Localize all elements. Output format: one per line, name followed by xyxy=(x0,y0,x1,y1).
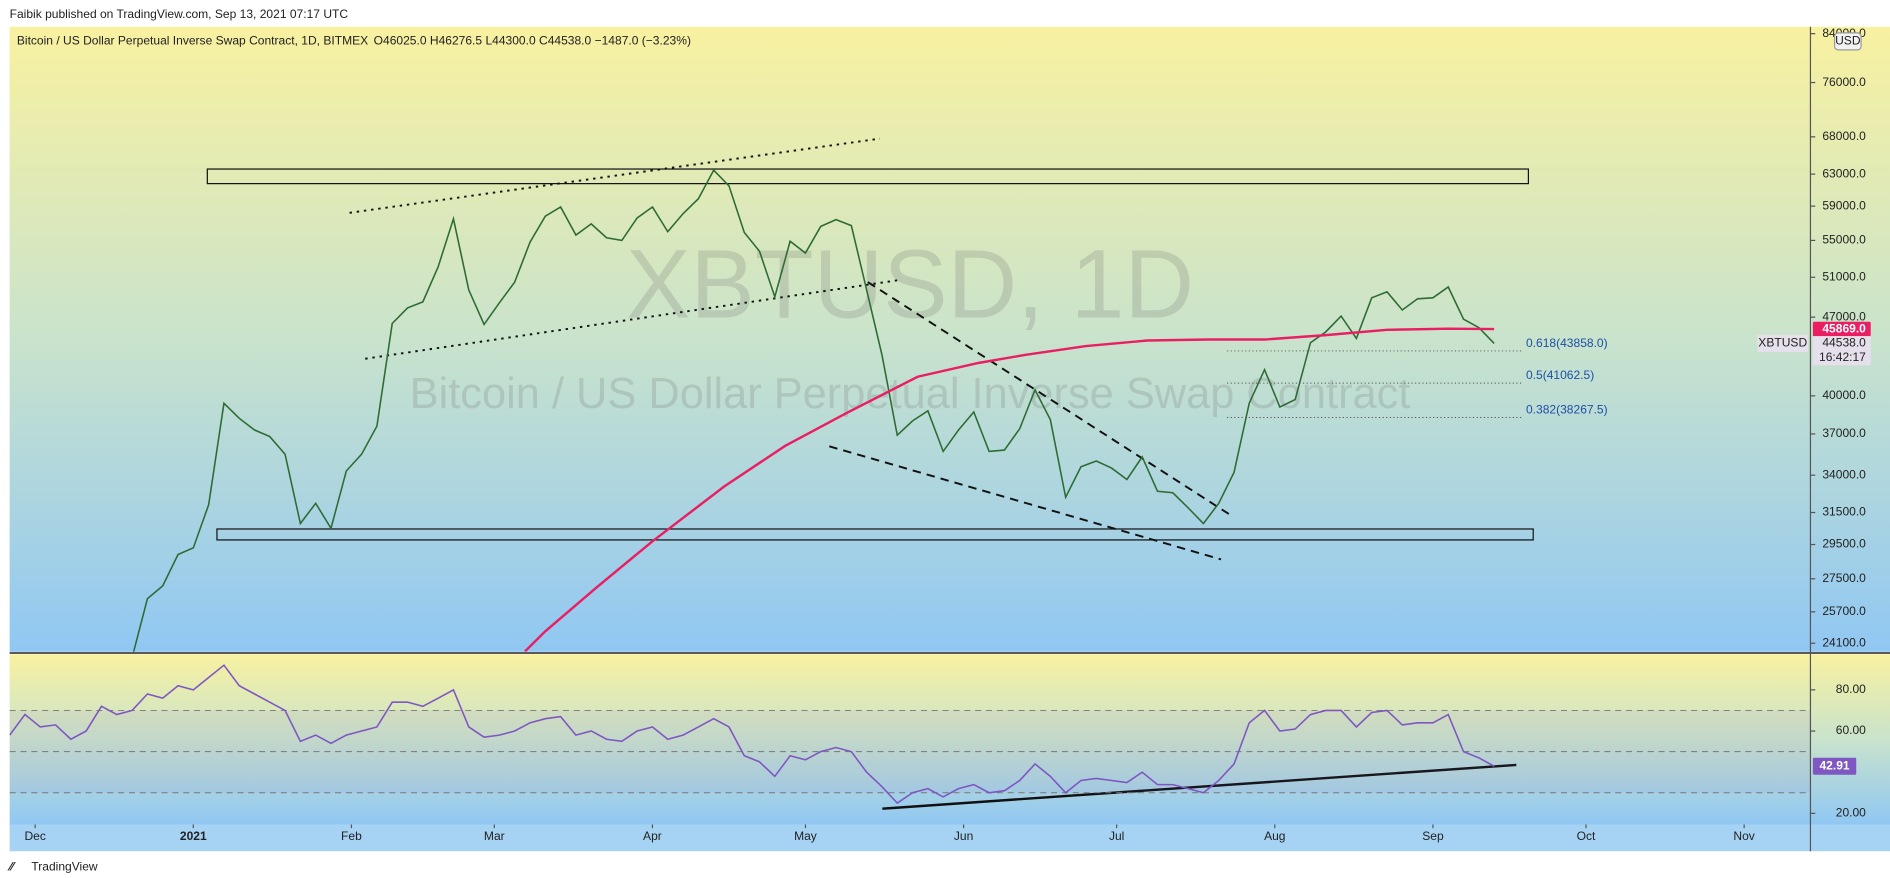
rsi-trendline xyxy=(882,763,1517,810)
watermark: XBTUSD, 1D xyxy=(626,229,1194,338)
rsi-plot xyxy=(9,664,1811,805)
x-tick-label: Feb xyxy=(341,829,362,843)
y-tick-label: 29500.0 xyxy=(1822,537,1866,551)
publisher: Faibik published on TradingView.com, Sep… xyxy=(10,7,349,21)
y-tick-label: 51000.0 xyxy=(1822,269,1866,283)
price-tag-label: 44538.0 xyxy=(1822,336,1866,350)
y-tick-label: 76000.0 xyxy=(1822,75,1866,89)
countdown-box xyxy=(1812,350,1871,366)
time-axis xyxy=(9,824,1890,852)
y-tick-label: 63000.0 xyxy=(1822,166,1866,180)
rsi-tag xyxy=(1812,757,1857,775)
y-tick-label: 27500.0 xyxy=(1822,571,1866,585)
x-tick-label: Jul xyxy=(1109,829,1124,843)
wedge-line xyxy=(829,445,1222,561)
series-line xyxy=(524,327,1495,652)
y-tick-label: 55000.0 xyxy=(1822,233,1866,247)
y-tick-label: 40000.0 xyxy=(1822,388,1866,402)
support-box xyxy=(216,528,1534,541)
price-tag xyxy=(1812,321,1871,337)
y-tick-label: 80.00 xyxy=(1836,682,1866,696)
legend-title: Bitcoin / US Dollar Perpetual Inverse Sw… xyxy=(17,34,368,48)
symbol-box xyxy=(1757,334,1809,352)
price-tag xyxy=(1812,336,1871,351)
x-tick-label: Nov xyxy=(1733,829,1754,843)
fib-label: 0.382(38267.5) xyxy=(1526,402,1608,416)
y-tick-label: 34000.0 xyxy=(1822,467,1866,481)
y-tick-label: 24100.0 xyxy=(1822,635,1866,649)
symbol-label: XBTUSD xyxy=(1758,336,1807,350)
logo-mark: ⁄⁄ xyxy=(7,859,17,873)
y-tick-label: 37000.0 xyxy=(1822,426,1866,440)
trendline xyxy=(349,137,881,214)
scales: 24100.0 25700.0 27500.0 29500.0 31500.0 34000… xyxy=(1757,26,1871,820)
x-tick-label: Jun xyxy=(954,829,973,843)
drawings xyxy=(206,137,1534,561)
y-tick-label: 60.00 xyxy=(1836,723,1866,737)
fib-label: 0.5(41062.5) xyxy=(1526,368,1594,382)
footer: TradingView xyxy=(31,859,98,873)
x-tick-label: Oct xyxy=(1577,829,1596,843)
y-tick-label: 59000.0 xyxy=(1822,198,1866,212)
main-plot xyxy=(132,168,1495,652)
fib-label: 0.618(43858.0) xyxy=(1526,336,1608,350)
series-line xyxy=(9,664,1495,805)
series-line xyxy=(132,168,1495,652)
y-tick-label: 68000.0 xyxy=(1822,129,1866,143)
x-tick-label: 2021 xyxy=(180,829,207,843)
y-tick-label: 25700.0 xyxy=(1822,604,1866,618)
x-tick-label: Apr xyxy=(643,829,662,843)
x-tick-label: Sep xyxy=(1422,829,1444,843)
main-pane xyxy=(9,26,1890,652)
y-tick-label: 20.00 xyxy=(1836,806,1866,820)
resistance-box xyxy=(206,168,1529,185)
x-tick-label: May xyxy=(794,829,818,843)
x-tick-label: Dec xyxy=(24,829,45,843)
x-tick-label: Mar xyxy=(484,829,505,843)
rsi-tag-label: 42.91 xyxy=(1819,758,1849,772)
countdown: 16:42:17 xyxy=(1819,350,1866,364)
y-tick-label: 47000.0 xyxy=(1822,309,1866,323)
currency: USD xyxy=(1835,34,1861,48)
legend-ohlc: O46025.0 H46276.5 L44300.0 C44538.0 −148… xyxy=(374,34,691,48)
currency-box xyxy=(1833,32,1862,51)
watermark-subtitle: Bitcoin / US Dollar Perpetual Inverse Sw… xyxy=(410,370,1411,418)
y-tick-label: 31500.0 xyxy=(1822,505,1866,519)
price-tag-label: 45869.0 xyxy=(1822,321,1866,335)
x-tick-label: Aug xyxy=(1264,829,1285,843)
